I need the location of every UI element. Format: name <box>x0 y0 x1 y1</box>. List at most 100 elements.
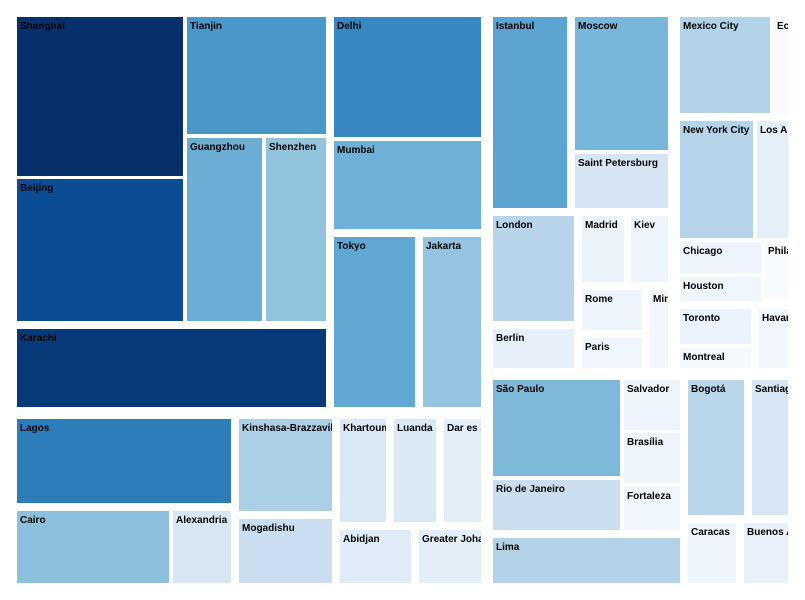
treemap-cell-buenos-aires: Buenos Aires <box>743 522 789 584</box>
treemap-cell-label: Shenzhen <box>269 142 317 153</box>
treemap-cell-label: Houston <box>683 281 724 292</box>
treemap-cell-label: Jakarta <box>426 241 462 252</box>
treemap-cell-delhi: Delhi <box>333 16 482 138</box>
treemap-cell-saint-petersburg: Saint Petersburg <box>574 153 669 209</box>
treemap-cell-label: Paris <box>585 342 610 353</box>
treemap-cell-bogota: Bogotá <box>687 379 745 516</box>
treemap-cell-caracas: Caracas <box>687 522 737 584</box>
treemap-cell-label: Dar es Salaam <box>447 423 481 434</box>
treemap-cell-lagos: Lagos <box>16 418 232 504</box>
treemap-cell-label: Karachi <box>20 333 57 344</box>
treemap-cell-greater-johannesburg: Greater Johannesburg <box>418 529 482 584</box>
treemap-cell-label: Tianjin <box>190 21 223 32</box>
treemap-cell-kiev: Kiev <box>630 215 669 283</box>
treemap-cell-paris: Paris <box>581 337 643 369</box>
treemap-cell-chicago: Chicago <box>679 241 762 274</box>
treemap-cell-label: Mexico City <box>683 21 739 32</box>
treemap-cell-montreal: Montreal <box>679 347 752 369</box>
treemap-cell-madrid: Madrid <box>581 215 625 283</box>
treemap-cell-label: Rio de Janeiro <box>496 484 565 495</box>
treemap-cell-label: Lagos <box>20 423 50 434</box>
treemap-cell-sao-paulo: São Paulo <box>492 379 621 477</box>
treemap-cell-shanghai: Shanghai <box>16 16 184 177</box>
treemap-cell-guangzhou: Guangzhou <box>186 137 263 322</box>
treemap-cell-mogadishu: Mogadishu <box>238 518 333 584</box>
treemap-cell-mexico-city: Mexico City <box>679 16 771 114</box>
treemap-cell-label: Alexandria <box>176 515 228 526</box>
treemap-cell-shenzhen: Shenzhen <box>265 137 327 322</box>
treemap-cell-rio-de-janeiro: Rio de Janeiro <box>492 479 621 531</box>
treemap-cell-los-angeles: Los Angeles <box>756 120 789 239</box>
treemap-cell-brasilia: Brasília <box>623 432 681 484</box>
treemap-cell-label: Mumbai <box>337 145 375 156</box>
treemap-cell-label: Cairo <box>20 515 46 526</box>
treemap-cell-beijing: Beijing <box>16 178 184 322</box>
treemap-cell-label: Caracas <box>691 527 730 538</box>
treemap-cell-label: Khartoum <box>343 423 387 434</box>
treemap-cell-minsk: Minsk <box>649 289 669 369</box>
treemap-cell-houston: Houston <box>679 276 762 302</box>
treemap-cell-label: Delhi <box>337 21 362 32</box>
treemap-cell-label: Moscow <box>578 21 618 32</box>
treemap-cell-label: São Paulo <box>496 384 545 395</box>
treemap-cell-abidjan: Abidjan <box>339 529 412 584</box>
treemap-cell-label: Rome <box>585 294 613 305</box>
treemap-cell-label: Salvador <box>627 384 670 395</box>
treemap-cell-berlin: Berlin <box>492 328 575 369</box>
treemap-cell-salvador: Salvador <box>623 379 681 431</box>
treemap-cell-kinshasa-brazzaville: Kinshasa-Brazzaville <box>238 418 333 512</box>
treemap-cell-label: Santiago <box>755 384 788 395</box>
treemap-cell-label: Luanda <box>397 423 433 434</box>
treemap-cell-label: Ecatepec <box>777 21 789 32</box>
treemap-cell-moscow: Moscow <box>574 16 669 151</box>
treemap-cell-philadelphia: Philadelphia <box>764 241 789 299</box>
treemap-cell-label: Havana <box>762 313 788 324</box>
treemap-cell-luanda: Luanda <box>393 418 437 523</box>
treemap-cell-label: Fortaleza <box>627 491 671 502</box>
treemap-cell-jakarta: Jakarta <box>422 236 482 408</box>
treemap-cell-cairo: Cairo <box>16 510 170 584</box>
treemap-cell-london: London <box>492 215 575 322</box>
treemap-cell-dar-es-salaam: Dar es Salaam <box>443 418 482 523</box>
treemap-cell-label: Saint Petersburg <box>578 158 659 169</box>
treemap-cell-label: Istanbul <box>496 21 535 32</box>
treemap-cell-label: Montreal <box>683 352 725 363</box>
treemap-cell-label: Buenos Aires <box>747 527 788 538</box>
treemap-cell-label: Kinshasa-Brazzaville <box>242 423 333 434</box>
treemap-cell-label: Berlin <box>496 333 525 344</box>
treemap-cell-khartoum: Khartoum <box>339 418 387 523</box>
treemap-cell-label: Kiev <box>634 220 656 231</box>
treemap-cell-label: Los Angeles <box>760 125 788 136</box>
treemap-cell-toronto: Toronto <box>679 308 752 345</box>
treemap-cell-fortaleza: Fortaleza <box>623 486 681 531</box>
treemap-cell-santiago: Santiago <box>751 379 789 516</box>
treemap-cell-ecatepec: Ecatepec <box>773 16 789 114</box>
treemap-cell-lima: Lima <box>492 537 681 584</box>
treemap-cell-label: Tokyo <box>337 241 366 252</box>
treemap-cell-label: Mogadishu <box>242 523 295 534</box>
treemap-cell-label: Shanghai <box>20 21 66 32</box>
treemap-cell-label: Philadelphia <box>768 246 788 257</box>
treemap-cell-label: Beijing <box>20 183 54 194</box>
treemap-cell-istanbul: Istanbul <box>492 16 568 209</box>
treemap-cell-label: Chicago <box>683 246 723 257</box>
treemap-cell-rome: Rome <box>581 289 643 331</box>
treemap-cell-tianjin: Tianjin <box>186 16 327 135</box>
treemap-cell-mumbai: Mumbai <box>333 140 482 230</box>
treemap-cell-label: Lima <box>496 542 520 553</box>
treemap-cell-label: London <box>496 220 533 231</box>
treemap-cell-label: Abidjan <box>343 534 380 545</box>
treemap-cell-label: Minsk <box>653 294 668 305</box>
treemap-cell-label: New York City <box>683 125 750 136</box>
treemap-cell-karachi: Karachi <box>16 328 327 408</box>
treemap-cell-label: Greater Johannesburg <box>422 534 481 545</box>
treemap-cell-label: Madrid <box>585 220 618 231</box>
treemap-cell-label: Brasília <box>627 437 664 448</box>
treemap-cell-label: Toronto <box>683 313 721 324</box>
treemap-cell-tokyo: Tokyo <box>333 236 416 408</box>
treemap-cell-label: Guangzhou <box>190 142 245 153</box>
treemap-cell-new-york-city: New York City <box>679 120 754 239</box>
treemap-cell-alexandria: Alexandria <box>172 510 232 584</box>
treemap-cell-havana: Havana <box>758 308 789 369</box>
